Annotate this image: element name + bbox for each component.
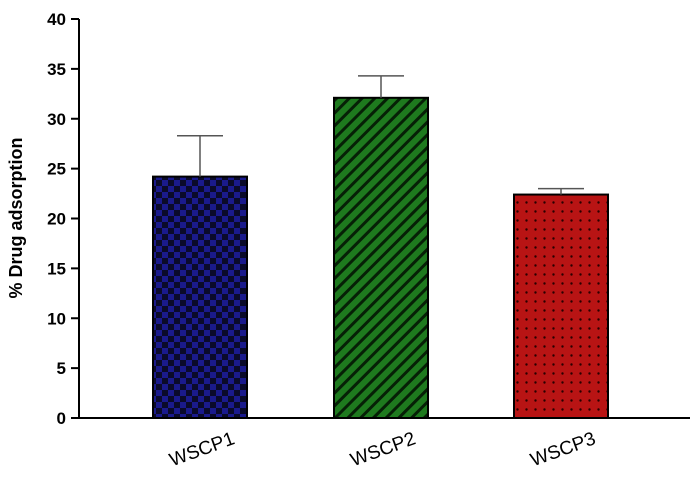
- y-axis-title: % Drug adsorption: [6, 138, 26, 299]
- y-tick-label: 20: [47, 210, 66, 229]
- bar-wscp1: [152, 175, 248, 419]
- bars-group: [152, 96, 609, 420]
- category-label: WSCP3: [528, 428, 599, 471]
- y-tick-label: 40: [47, 10, 66, 29]
- category-labels: WSCP1 WSCP2 WSCP3: [167, 428, 599, 471]
- bar-wscp2: [333, 96, 429, 420]
- y-tick-label: 30: [47, 110, 66, 129]
- y-axis: 0 5 10 15 20 25 30 35 40: [47, 10, 80, 428]
- y-tick-label: 0: [57, 409, 66, 428]
- y-tick-label: 15: [47, 259, 66, 278]
- error-bars-group: [177, 75, 584, 195]
- category-label: WSCP1: [167, 428, 238, 471]
- y-tick-label: 35: [47, 60, 66, 79]
- y-tick-label: 5: [57, 359, 66, 378]
- bar-wscp3: [513, 193, 609, 419]
- category-label: WSCP2: [348, 428, 419, 471]
- y-tick-label: 25: [47, 160, 66, 179]
- y-tick-label: 10: [47, 309, 66, 328]
